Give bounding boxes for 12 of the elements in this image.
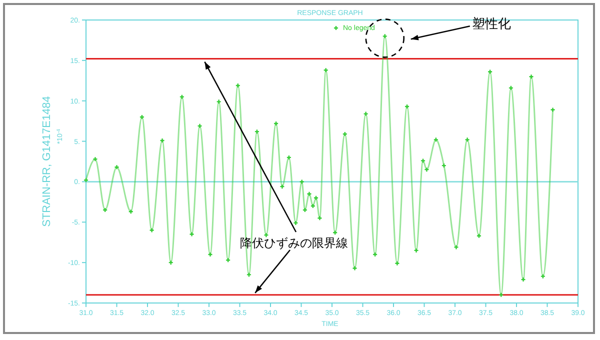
point [306,191,312,196]
point [352,266,358,271]
annotation: 降伏ひずみの限界線 [240,236,348,250]
y-axis-title: STRAIN-RR, G1417E1484 [41,96,53,227]
point [454,244,459,250]
point [114,164,120,170]
point [149,228,154,233]
point [216,99,222,104]
point [363,111,368,116]
annotation: 塑性化 [472,16,511,32]
point [189,232,194,237]
point [464,137,470,142]
